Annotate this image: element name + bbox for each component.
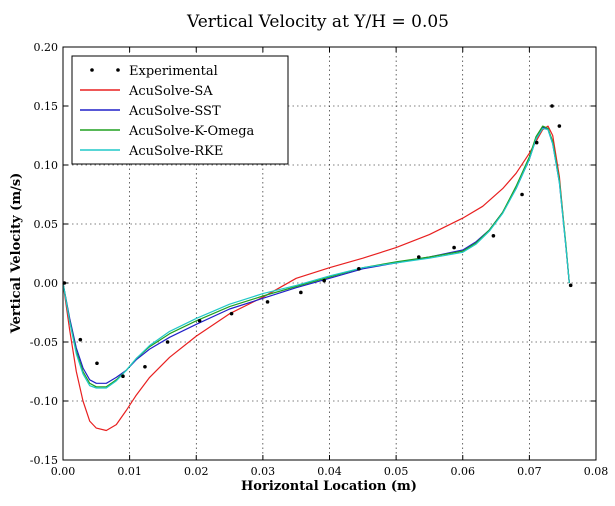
x-tick-label: 0.07 xyxy=(517,465,542,478)
experimental-point xyxy=(452,245,456,250)
y-tick-label: 0.15 xyxy=(34,100,59,113)
x-tick-label: 0.02 xyxy=(184,465,209,478)
x-tick-label: 0.01 xyxy=(117,465,142,478)
x-tick-label: 0.06 xyxy=(451,465,476,478)
x-tick-label: 0.00 xyxy=(51,465,76,478)
y-tick-label: 0.00 xyxy=(34,277,59,290)
y-axis-title: Vertical Velocity (m/s) xyxy=(9,173,24,335)
experimental-point xyxy=(491,234,496,238)
ticks: 0.00 0.01 0.02 0.03 0.04 0.05 0.06 0.07 0.08 -0.1… xyxy=(30,41,608,478)
y-tick-label: -0.10 xyxy=(30,395,58,408)
x-tick-label: 0.03 xyxy=(251,465,276,478)
y-tick-label: 0.05 xyxy=(34,218,59,231)
experimental-point xyxy=(165,340,170,344)
x-tick-label: 0.04 xyxy=(317,465,342,478)
legend-marker xyxy=(90,68,94,72)
experimental-point xyxy=(197,318,202,323)
series-line-acusolve-sa xyxy=(62,125,570,432)
series-layer xyxy=(62,104,573,432)
series-line-acusolve-rke xyxy=(62,127,570,389)
experimental-point xyxy=(95,361,99,366)
y-tick-label: 0.20 xyxy=(34,41,59,54)
experimental-point xyxy=(121,374,125,379)
y-tick-label: -0.05 xyxy=(30,336,58,349)
experimental-point xyxy=(357,267,361,271)
legend-label: AcuSolve-SA xyxy=(128,84,213,99)
x-axis-title: Horizontal Location (m) xyxy=(241,479,417,494)
legend-label: AcuSolve-RKE xyxy=(128,144,223,159)
experimental-point xyxy=(416,255,421,259)
experimental-point xyxy=(299,290,303,295)
legend: Experimental AcuSolve-SA AcuSolve-SST AcuSo… xyxy=(71,55,289,165)
experimental-point xyxy=(78,337,83,342)
legend-label: AcuSolve-K-Omega xyxy=(128,124,255,139)
y-tick-label: 0.10 xyxy=(34,159,59,172)
y-tick-label: -0.15 xyxy=(30,454,58,467)
experimental-point xyxy=(143,364,147,369)
experimental-point xyxy=(534,140,539,145)
x-tick-label: 0.05 xyxy=(384,465,409,478)
series-line-acusolve-sst xyxy=(62,126,570,384)
experimental-point xyxy=(557,124,562,128)
experimental-point xyxy=(550,104,554,108)
legend-label: Experimental xyxy=(129,64,218,79)
experimental-point xyxy=(322,278,326,283)
experimental-point xyxy=(568,283,573,288)
legend-marker xyxy=(116,68,120,72)
x-tick-label: 0.08 xyxy=(584,465,609,478)
legend-label: AcuSolve-SST xyxy=(128,104,221,119)
chart-title: Vertical Velocity at Y/H = 0.05 xyxy=(186,12,449,32)
experimental-point xyxy=(265,300,270,304)
series-line-acusolve-k-omega xyxy=(62,125,570,388)
experimental-point xyxy=(520,192,524,197)
experimental-point xyxy=(229,311,234,316)
